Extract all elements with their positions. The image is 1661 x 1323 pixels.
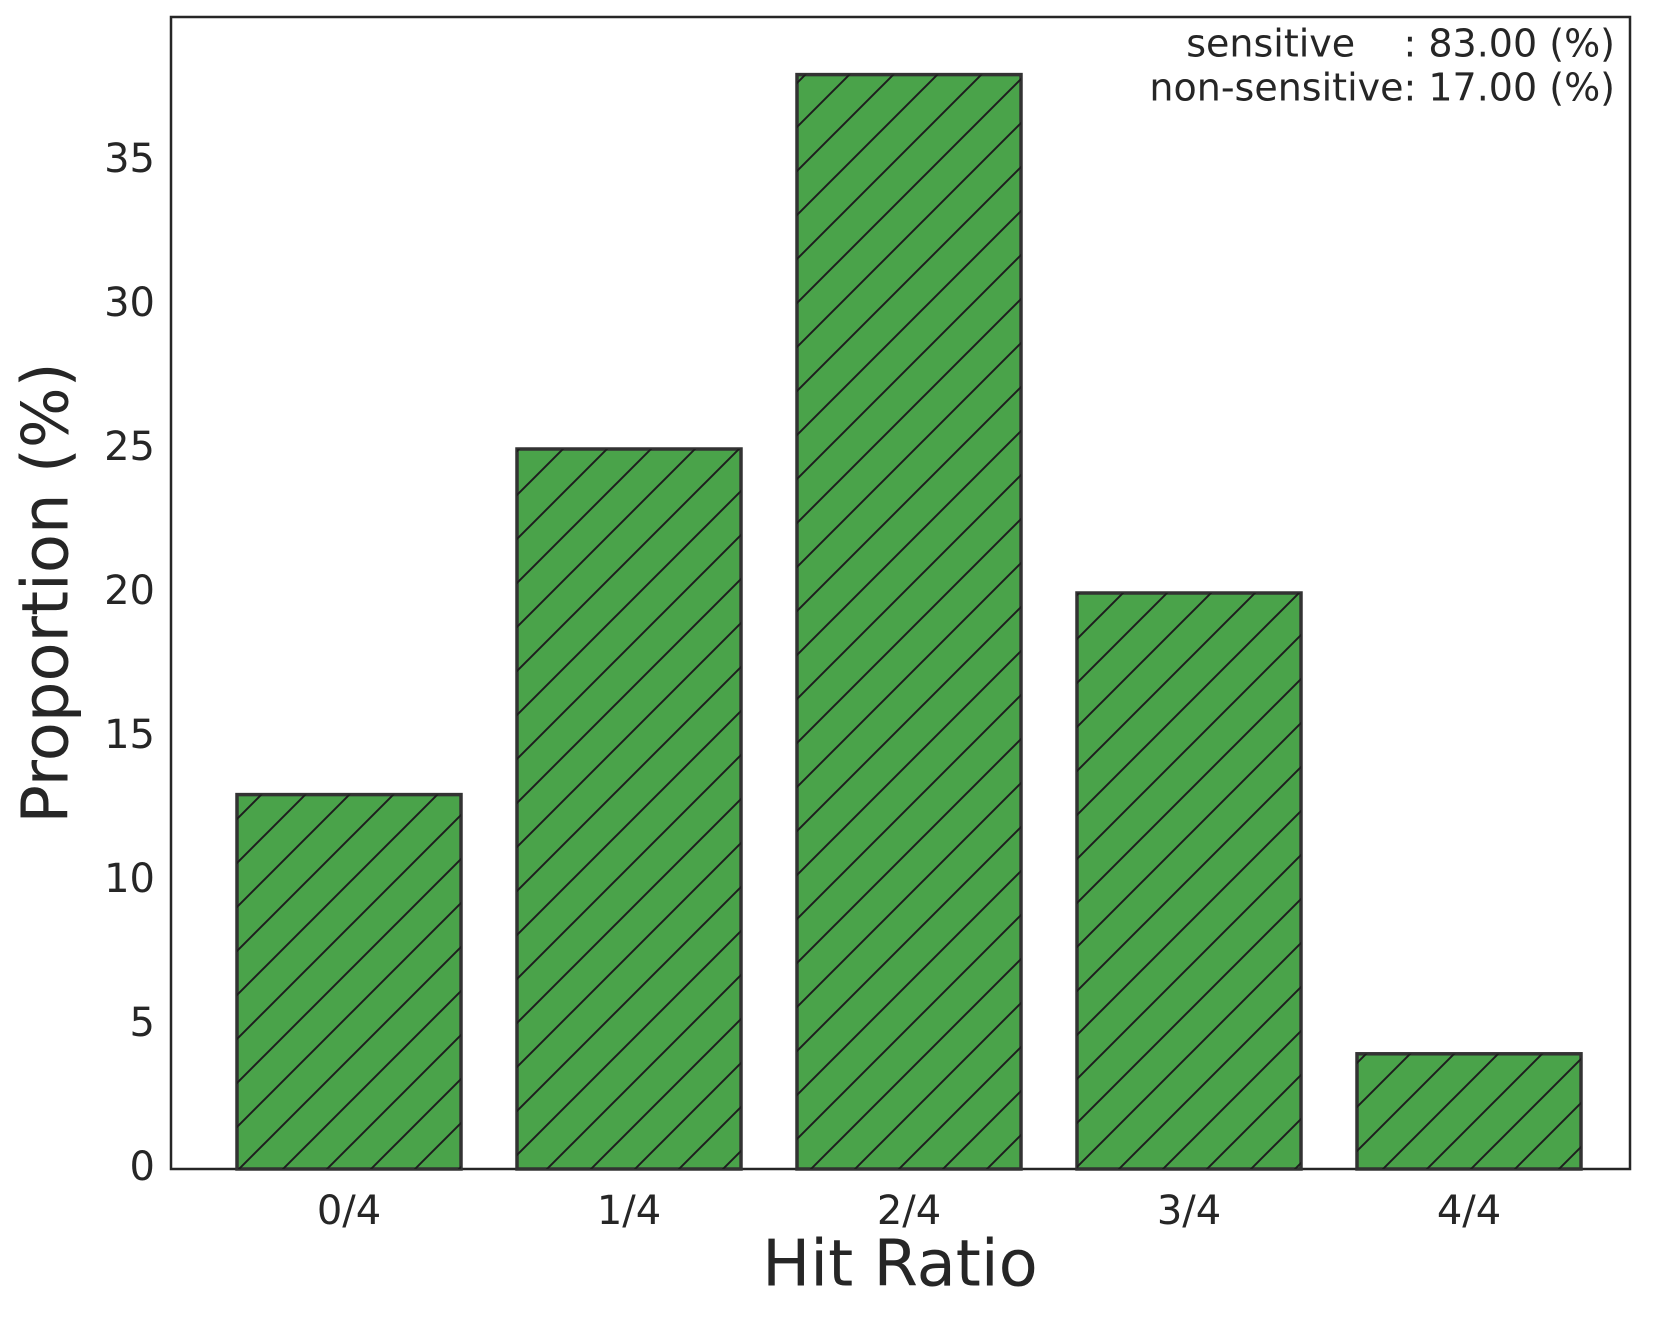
y-tick-label: 0 [130, 1144, 155, 1190]
x-tick-label: 2/4 [877, 1188, 941, 1234]
x-tick-label: 4/4 [1437, 1188, 1501, 1234]
bar-hatch [1357, 1053, 1581, 1169]
bar-hatch [517, 449, 741, 1169]
y-tick-label: 20 [104, 568, 155, 614]
annotation: non-sensitive: 17.00 (%) [1149, 66, 1615, 110]
bar-hatch [797, 74, 1021, 1170]
bar-hatch [1077, 593, 1301, 1169]
y-tick-label: 25 [104, 424, 155, 470]
y-tick-label: 10 [104, 856, 155, 902]
x-tick-label: 0/4 [317, 1188, 381, 1234]
y-tick-label: 15 [104, 712, 155, 758]
bar-hatch [237, 794, 461, 1169]
x-tick-label: 1/4 [597, 1188, 661, 1234]
y-axis-label: Proportion (%) [10, 362, 84, 823]
y-tick-label: 30 [104, 280, 155, 326]
x-axis-label: Hit Ratio [762, 1228, 1038, 1302]
x-tick-label: 3/4 [1157, 1188, 1221, 1234]
annotation: sensitive : 83.00 (%) [1186, 22, 1615, 66]
y-tick-label: 35 [104, 136, 155, 182]
y-tick-label: 5 [130, 1000, 155, 1046]
